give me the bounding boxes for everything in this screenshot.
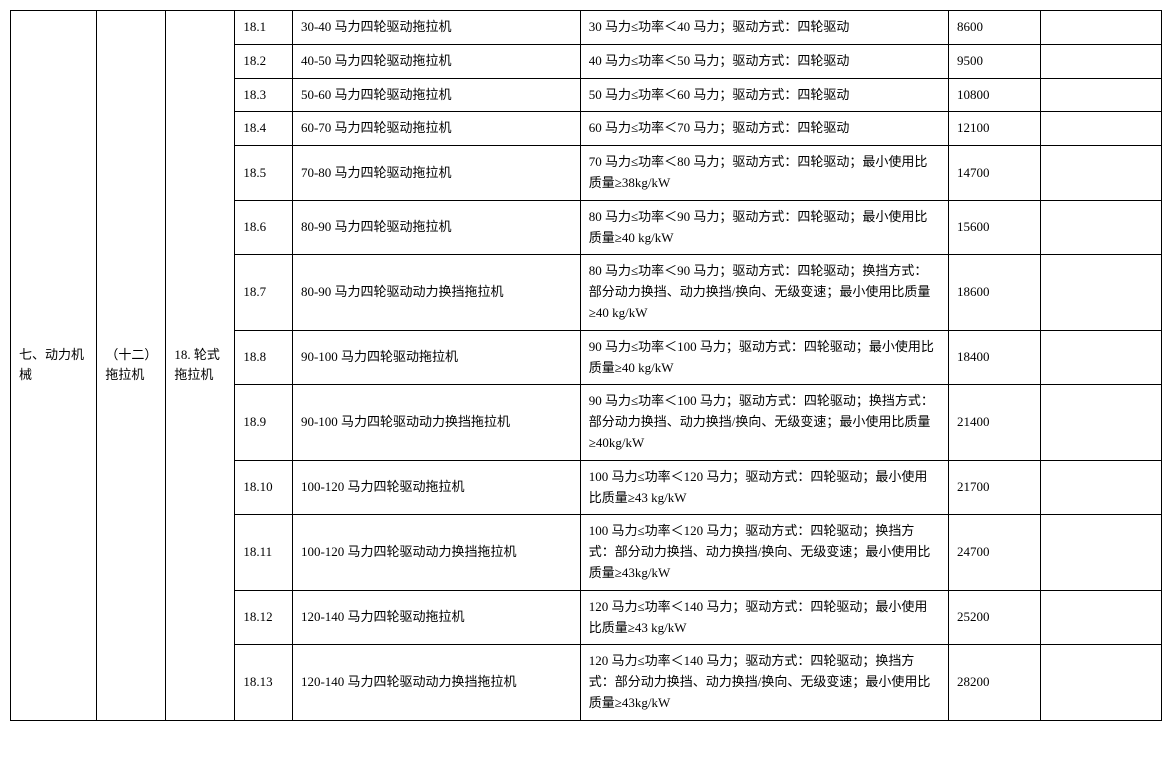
row-name: 100-120 马力四轮驱动动力换挡拖拉机 — [292, 515, 580, 590]
row-spec: 40 马力≤功率＜50 马力；驱动方式：四轮驱动 — [580, 44, 948, 78]
spec-table: 七、动力机械（十二）拖拉机18. 轮式拖拉机18.130-40 马力四轮驱动拖拉… — [10, 10, 1162, 721]
row-note — [1041, 255, 1162, 330]
row-spec: 80 马力≤功率＜90 马力；驱动方式：四轮驱动；最小使用比质量≥40 kg/k… — [580, 200, 948, 255]
row-spec: 90 马力≤功率＜100 马力；驱动方式：四轮驱动；换挡方式：部分动力换挡、动力… — [580, 385, 948, 460]
row-note — [1041, 385, 1162, 460]
category-3: 18. 轮式拖拉机 — [166, 11, 235, 721]
row-spec: 30 马力≤功率＜40 马力；驱动方式：四轮驱动 — [580, 11, 948, 45]
row-value: 18600 — [949, 255, 1041, 330]
row-name: 80-90 马力四轮驱动拖拉机 — [292, 200, 580, 255]
row-value: 18400 — [949, 330, 1041, 385]
row-name: 50-60 马力四轮驱动拖拉机 — [292, 78, 580, 112]
row-name: 30-40 马力四轮驱动拖拉机 — [292, 11, 580, 45]
category-1: 七、动力机械 — [11, 11, 97, 721]
row-spec: 120 马力≤功率＜140 马力；驱动方式：四轮驱动；换挡方式：部分动力换挡、动… — [580, 645, 948, 720]
row-value: 24700 — [949, 515, 1041, 590]
row-spec: 100 马力≤功率＜120 马力；驱动方式：四轮驱动；换挡方式：部分动力换挡、动… — [580, 515, 948, 590]
row-value: 28200 — [949, 645, 1041, 720]
row-index: 18.9 — [235, 385, 293, 460]
row-index: 18.3 — [235, 78, 293, 112]
row-value: 9500 — [949, 44, 1041, 78]
row-name: 90-100 马力四轮驱动动力换挡拖拉机 — [292, 385, 580, 460]
row-name: 70-80 马力四轮驱动拖拉机 — [292, 146, 580, 201]
row-index: 18.10 — [235, 460, 293, 515]
row-note — [1041, 460, 1162, 515]
row-index: 18.7 — [235, 255, 293, 330]
row-spec: 80 马力≤功率＜90 马力；驱动方式：四轮驱动；换挡方式：部分动力换挡、动力换… — [580, 255, 948, 330]
row-spec: 70 马力≤功率＜80 马力；驱动方式：四轮驱动；最小使用比质量≥38kg/kW — [580, 146, 948, 201]
table-row: 七、动力机械（十二）拖拉机18. 轮式拖拉机18.130-40 马力四轮驱动拖拉… — [11, 11, 1162, 45]
row-note — [1041, 11, 1162, 45]
row-value: 25200 — [949, 590, 1041, 645]
row-name: 40-50 马力四轮驱动拖拉机 — [292, 44, 580, 78]
row-index: 18.2 — [235, 44, 293, 78]
row-name: 90-100 马力四轮驱动拖拉机 — [292, 330, 580, 385]
row-name: 80-90 马力四轮驱动动力换挡拖拉机 — [292, 255, 580, 330]
row-note — [1041, 330, 1162, 385]
row-name: 120-140 马力四轮驱动拖拉机 — [292, 590, 580, 645]
row-value: 10800 — [949, 78, 1041, 112]
row-note — [1041, 78, 1162, 112]
row-spec: 60 马力≤功率＜70 马力；驱动方式：四轮驱动 — [580, 112, 948, 146]
row-index: 18.6 — [235, 200, 293, 255]
row-note — [1041, 645, 1162, 720]
row-note — [1041, 146, 1162, 201]
row-name: 120-140 马力四轮驱动动力换挡拖拉机 — [292, 645, 580, 720]
row-note — [1041, 200, 1162, 255]
row-value: 12100 — [949, 112, 1041, 146]
row-index: 18.13 — [235, 645, 293, 720]
row-spec: 100 马力≤功率＜120 马力；驱动方式：四轮驱动；最小使用比质量≥43 kg… — [580, 460, 948, 515]
row-spec: 90 马力≤功率＜100 马力；驱动方式：四轮驱动；最小使用比质量≥40 kg/… — [580, 330, 948, 385]
row-note — [1041, 515, 1162, 590]
table-body: 七、动力机械（十二）拖拉机18. 轮式拖拉机18.130-40 马力四轮驱动拖拉… — [11, 11, 1162, 721]
row-index: 18.11 — [235, 515, 293, 590]
row-note — [1041, 44, 1162, 78]
row-value: 21400 — [949, 385, 1041, 460]
category-2: （十二）拖拉机 — [97, 11, 166, 721]
row-name: 60-70 马力四轮驱动拖拉机 — [292, 112, 580, 146]
row-index: 18.12 — [235, 590, 293, 645]
row-name: 100-120 马力四轮驱动拖拉机 — [292, 460, 580, 515]
row-value: 15600 — [949, 200, 1041, 255]
row-index: 18.1 — [235, 11, 293, 45]
row-index: 18.8 — [235, 330, 293, 385]
row-index: 18.4 — [235, 112, 293, 146]
row-note — [1041, 590, 1162, 645]
row-value: 14700 — [949, 146, 1041, 201]
row-note — [1041, 112, 1162, 146]
row-index: 18.5 — [235, 146, 293, 201]
row-value: 8600 — [949, 11, 1041, 45]
row-spec: 120 马力≤功率＜140 马力；驱动方式：四轮驱动；最小使用比质量≥43 kg… — [580, 590, 948, 645]
row-value: 21700 — [949, 460, 1041, 515]
row-spec: 50 马力≤功率＜60 马力；驱动方式：四轮驱动 — [580, 78, 948, 112]
